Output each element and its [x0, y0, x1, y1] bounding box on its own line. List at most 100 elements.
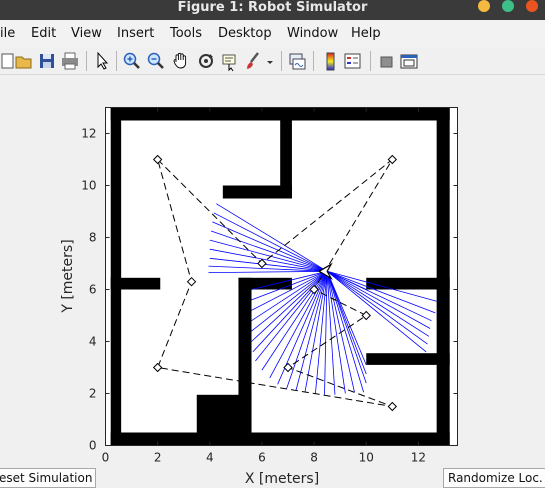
zoom-in-icon[interactable] [122, 50, 142, 72]
lidar-ray [326, 270, 428, 345]
window-maximize-icon[interactable] [502, 0, 514, 12]
rotate-3d-icon[interactable] [196, 50, 216, 72]
pan-icon[interactable] [171, 50, 191, 72]
reset-simulation-label: eset Simulation [0, 471, 93, 485]
menu-tools[interactable]: Tools [170, 26, 202, 41]
menu-help-label: Help [351, 26, 381, 41]
x-tick-label: 8 [310, 451, 318, 465]
lidar-ray [314, 271, 328, 394]
lidar-ray [251, 270, 328, 301]
zoom-out-icon[interactable] [146, 50, 166, 72]
menu-tools-label: Tools [170, 26, 203, 41]
lidar-ray [212, 221, 328, 272]
lidar-ray [251, 270, 328, 290]
dropdown-arrow-icon[interactable] [265, 50, 275, 72]
robot-marker [317, 262, 333, 280]
x-tick-label: 10 [359, 451, 374, 465]
y-axis-label: Y [meters] [60, 239, 76, 313]
waypoint-marker [309, 284, 319, 295]
randomize-location-button[interactable]: Randomize Loc. [443, 468, 545, 488]
lidar-ray [326, 270, 367, 290]
menu-file-label: ile [0, 26, 16, 41]
show-plot-tools-icon[interactable] [399, 50, 419, 72]
window-minimize-icon[interactable] [526, 0, 538, 12]
save-icon[interactable] [37, 50, 57, 72]
menu-desktop[interactable]: Desktop [218, 26, 272, 41]
lidar-ray [216, 203, 328, 272]
lidar-ray [295, 271, 328, 392]
pointer-icon[interactable] [92, 50, 112, 72]
toolbar-separator [86, 51, 87, 71]
lidar-ray [251, 270, 328, 332]
y-tick-label: 10 [81, 179, 96, 193]
x-tick-label: 2 [154, 451, 162, 465]
planned-path-line [156, 159, 393, 407]
y-tick-label: 2 [89, 387, 97, 401]
waypoint-marker [257, 258, 267, 269]
lidar-ray [208, 265, 328, 272]
lidar-ray [252, 271, 328, 353]
lidar-ray [251, 270, 328, 322]
x-tick-label: 4 [206, 451, 214, 465]
wall [110, 107, 450, 121]
lidar-ray [209, 248, 328, 272]
toolbar-separator [281, 51, 282, 71]
brush-icon[interactable] [243, 50, 263, 72]
lidar-ray [326, 271, 355, 393]
axes-box [105, 107, 458, 446]
figure-canvas: 0 2 4 6 8 10 12 0 2 4 6 8 10 12 X [meters] Y [meters]… [0, 75, 545, 488]
wall [110, 277, 161, 290]
toolbar-separator [370, 51, 371, 71]
lidar-ray [326, 271, 367, 366]
wall [436, 107, 450, 446]
x-axis-label: X [meters] [245, 471, 319, 487]
waypoint-marker [186, 276, 197, 287]
hide-plot-tools-icon[interactable] [377, 50, 397, 72]
wall [110, 432, 450, 446]
lidar-ray [208, 270, 328, 273]
y-tick-label: 8 [89, 231, 97, 245]
menu-window[interactable]: Window [287, 26, 338, 41]
open-file-icon[interactable] [14, 50, 34, 72]
wall [110, 107, 122, 446]
lidar-ray [326, 271, 367, 375]
waypoint-marker [283, 362, 293, 373]
lidar-ray [286, 271, 328, 389]
menu-help[interactable]: Help [351, 26, 381, 41]
waypoint-marker [152, 362, 163, 373]
menu-window-label: Window [287, 26, 339, 41]
lidar-ray [326, 271, 365, 393]
window-close-icon[interactable] [478, 0, 490, 12]
window-title: Figure 1: Robot Simulator [177, 0, 368, 15]
y-tick-label: 12 [81, 127, 96, 141]
print-icon[interactable] [60, 50, 80, 72]
colorbar-icon[interactable] [320, 50, 340, 72]
x-tick-label: 12 [411, 451, 426, 465]
wall [366, 353, 450, 365]
menu-edit[interactable]: Edit [31, 26, 56, 41]
waypoint-marker [387, 154, 398, 165]
menu-file[interactable]: ile [0, 26, 15, 41]
y-tick-label: 6 [89, 283, 97, 297]
lidar-ray [326, 270, 427, 353]
randomize-location-label: Randomize Loc. [448, 471, 543, 485]
waypoint-marker [361, 310, 371, 321]
wall [280, 117, 292, 199]
reset-simulation-button[interactable]: eset Simulation [0, 468, 96, 488]
x-tick-label: 6 [258, 451, 266, 465]
lidar-ray [304, 271, 328, 393]
menu-insert[interactable]: Insert [117, 26, 154, 41]
lidar-ray [213, 212, 328, 272]
x-tick-label: 0 [102, 451, 110, 465]
plot-svg[interactable]: 0 2 4 6 8 10 12 0 2 4 6 8 10 12 X [meters] Y [meters] [0, 75, 545, 487]
link-plot-icon[interactable] [287, 50, 307, 72]
data-cursor-icon[interactable] [220, 50, 240, 72]
menu-insert-label: Insert [117, 26, 155, 41]
lidar-ray [326, 271, 346, 394]
lidar-ray [326, 270, 430, 337]
y-tick-label: 0 [89, 439, 97, 453]
legend-icon[interactable] [343, 50, 363, 72]
wall [238, 277, 292, 290]
new-figure-icon[interactable] [0, 50, 20, 72]
menu-view[interactable]: View [71, 26, 102, 41]
